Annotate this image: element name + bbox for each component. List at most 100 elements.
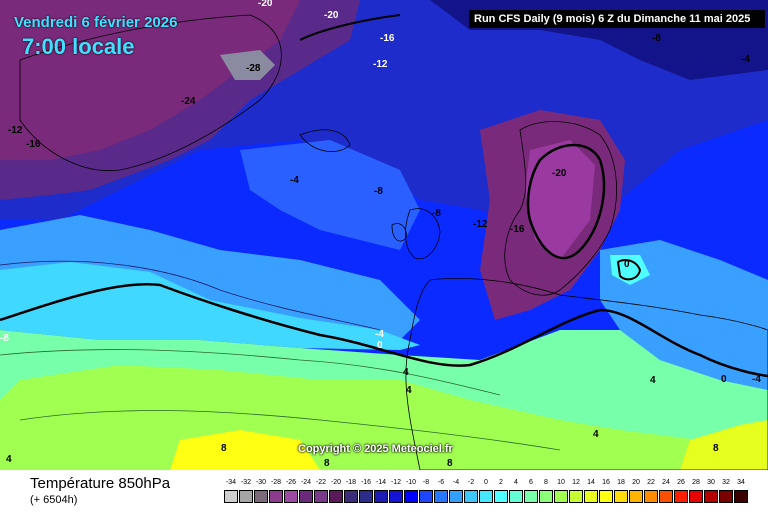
isotherm-label: 4 <box>650 375 656 386</box>
isotherm-label: 4 <box>403 367 409 378</box>
isotherm-label: -20 <box>258 0 273 9</box>
isotherm-label: 0 <box>624 259 630 270</box>
middle-east-warm <box>680 420 768 470</box>
legend-label: 30 <box>707 479 715 486</box>
legend-label: 32 <box>722 479 730 486</box>
scandinavia-outline <box>504 121 617 296</box>
legend-label: 12 <box>572 479 580 486</box>
model-run-info: Run CFS Daily (9 mois) 6 Z du Dimanche 1… <box>469 10 765 28</box>
europe-outline <box>405 278 768 470</box>
isotherm-label: 0 <box>721 374 727 385</box>
legend-label: 18 <box>617 479 625 486</box>
great-britain-outline <box>405 208 441 260</box>
copyright-notice: Copyright © 2025 Meteociel.fr <box>298 443 453 455</box>
legend-swatch <box>284 490 298 503</box>
legend-label: 22 <box>647 479 655 486</box>
forecast-time: 7:00 locale <box>22 34 135 59</box>
legend-swatch <box>269 490 283 503</box>
legend-label: -4 <box>452 479 460 486</box>
minus-twenty-isotherm <box>526 143 606 260</box>
legend-label: 26 <box>677 479 685 486</box>
legend-swatch <box>359 490 373 503</box>
legend-label: -28 <box>270 479 282 486</box>
isotherm-label: 4 <box>406 385 412 396</box>
legend-swatch <box>224 490 238 503</box>
isotherm-label: -12 <box>373 59 388 70</box>
isotherm-label: 8 <box>324 458 330 469</box>
east-europe-mild <box>610 255 650 285</box>
legend-swatch <box>464 490 478 503</box>
east-zero-contour <box>616 259 642 281</box>
legend-label: 34 <box>737 479 745 486</box>
legend-label: -14 <box>375 479 387 486</box>
legend-label: 28 <box>692 479 700 486</box>
legend-swatch <box>569 490 583 503</box>
legend-label: 20 <box>632 479 640 486</box>
isotherm-label: -8 <box>0 333 9 344</box>
legend-label: -8 <box>422 479 430 486</box>
legend-label: -16 <box>360 479 372 486</box>
ireland-outline <box>391 223 407 242</box>
north-africa-warm <box>170 430 320 470</box>
isotherm-label: -12 <box>8 125 23 136</box>
legend-label: 4 <box>514 479 518 486</box>
legend-swatch <box>524 490 538 503</box>
legend-label: 8 <box>544 479 548 486</box>
legend-swatch <box>314 490 328 503</box>
isotherm-label: -8 <box>652 33 661 44</box>
greenland-extreme <box>220 50 275 80</box>
legend-swatch <box>404 490 418 503</box>
isotherm-label: 0 <box>377 340 383 351</box>
legend-label: -32 <box>240 479 252 486</box>
legend-label: -2 <box>467 479 475 486</box>
isotherm-label: -16 <box>510 224 525 235</box>
atlantic-light-blue <box>0 215 420 340</box>
legend-swatch <box>629 490 643 503</box>
legend-swatch <box>734 490 748 503</box>
legend-label: -12 <box>390 479 402 486</box>
legend-swatch <box>509 490 523 503</box>
isotherm-label: -20 <box>324 10 339 21</box>
isotherm-label: -8 <box>374 186 383 197</box>
contour-thin-2 <box>0 349 501 396</box>
legend-swatch <box>659 490 673 503</box>
atlantic-cyan <box>0 262 420 350</box>
legend-label: -34 <box>225 479 237 486</box>
legend-swatch <box>704 490 718 503</box>
legend-swatch <box>254 490 268 503</box>
legend-swatch <box>449 490 463 503</box>
legend-swatch <box>539 490 553 503</box>
isotherm-label: -4 <box>290 175 299 186</box>
forecast-date: Vendredi 6 février 2026 <box>14 14 178 31</box>
isotherm-label: 8 <box>221 443 227 454</box>
legend-label: -26 <box>285 479 297 486</box>
isotherm-label: 8 <box>447 458 453 469</box>
isotherm-label: -12 <box>473 219 488 230</box>
isotherm-label: 4 <box>593 429 599 440</box>
legend-swatch <box>419 490 433 503</box>
greenland-outline <box>19 14 282 172</box>
legend-swatch <box>599 490 613 503</box>
legend-swatch <box>374 490 388 503</box>
legend-label: -18 <box>345 479 357 486</box>
legend-swatch <box>494 490 508 503</box>
legend-label: -24 <box>300 479 312 486</box>
isotherm-label: -4 <box>741 54 750 65</box>
legend-swatch <box>689 490 703 503</box>
isotherm-label: -16 <box>26 139 41 150</box>
legend-swatch <box>389 490 403 503</box>
atlantic-mild-blue <box>240 140 420 250</box>
isotherm-label: -16 <box>380 33 395 44</box>
legend-label: 24 <box>662 479 670 486</box>
legend-swatch <box>299 490 313 503</box>
legend-label: -30 <box>255 479 267 486</box>
legend-label: -6 <box>437 479 445 486</box>
legend-swatch <box>554 490 568 503</box>
temperature-map <box>0 0 768 470</box>
legend-label: 16 <box>602 479 610 486</box>
isotherm-label: -4 <box>375 329 384 340</box>
forecast-offset: (+ 6504h) <box>30 494 78 506</box>
legend-label: -10 <box>405 479 417 486</box>
legend-swatch <box>344 490 358 503</box>
